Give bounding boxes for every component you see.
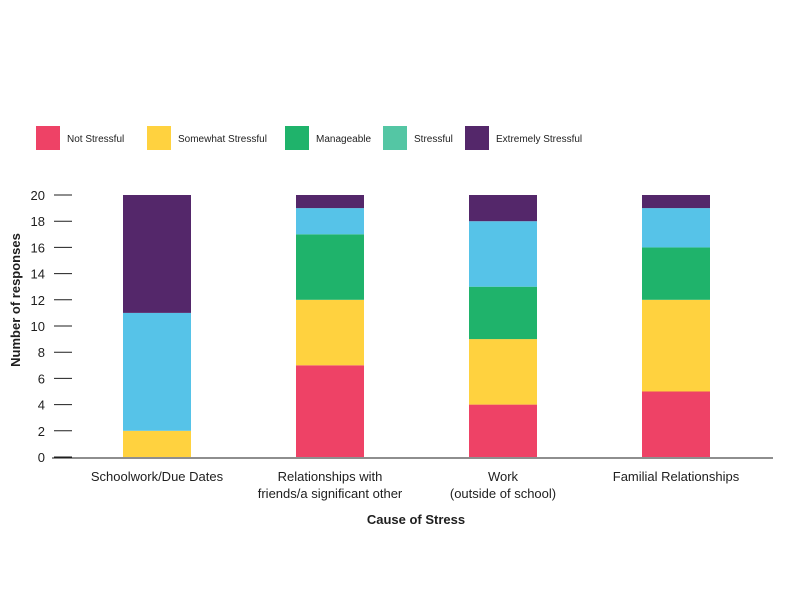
legend-item: Manageable <box>285 126 371 150</box>
bar-segment <box>642 299 710 392</box>
x-axis-title: Cause of Stress <box>367 512 465 527</box>
y-tick-label: 14 <box>31 267 45 282</box>
legend-label: Extremely Stressful <box>496 134 582 145</box>
bar-segment <box>469 339 537 405</box>
y-tick-label: 12 <box>31 293 45 308</box>
legend-label: Stressful <box>414 134 453 145</box>
y-tick-label: 0 <box>38 450 45 465</box>
bar-segment <box>123 195 191 313</box>
legend-swatch <box>147 126 171 150</box>
bar-segment <box>296 299 364 366</box>
y-tick-label: 4 <box>38 398 45 413</box>
legend-item: Extremely Stressful <box>465 126 582 150</box>
legend-swatch <box>465 126 489 150</box>
bar-segment <box>296 234 364 300</box>
x-category-label: Schoolwork/Due Dates <box>91 469 224 484</box>
legend-label: Not Stressful <box>67 134 124 145</box>
y-tick-label: 18 <box>31 214 45 229</box>
x-category-label: Work (outside of school) <box>450 469 556 501</box>
y-tick-label: 16 <box>31 240 45 255</box>
bar-segment <box>469 221 537 287</box>
legend-label: Manageable <box>316 134 371 145</box>
bar-segment <box>469 286 537 340</box>
bar-segment <box>123 312 191 431</box>
bar-segment <box>296 365 364 457</box>
bars <box>123 195 710 457</box>
bar-segment <box>296 208 364 235</box>
bar-segment <box>642 391 710 457</box>
y-axis: 0 2 4 6 8 10 12 14 16 18 20 <box>31 188 72 465</box>
y-axis-title: Number of responses <box>8 233 23 367</box>
y-tick-label: 8 <box>38 345 45 360</box>
legend-item: Stressful <box>383 126 453 150</box>
y-tick-label: 2 <box>38 424 45 439</box>
legend-swatch <box>383 126 407 150</box>
x-category-label: Familial Relationships <box>613 469 740 484</box>
bar-segment <box>642 208 710 248</box>
bar-segment <box>296 195 364 209</box>
y-tick-label: 6 <box>38 371 45 386</box>
legend: Not Stressful Somewhat Stressful Manageabl… <box>36 126 582 150</box>
legend-swatch <box>36 126 60 150</box>
x-axis-labels: Schoolwork/Due Dates Relationships with fr… <box>91 469 740 501</box>
bar-segment <box>469 195 537 222</box>
bar-segment <box>123 430 191 457</box>
y-tick-label: 20 <box>31 188 45 203</box>
legend-item: Not Stressful <box>36 126 124 150</box>
legend-item: Somewhat Stressful <box>147 126 267 150</box>
legend-label: Somewhat Stressful <box>178 134 267 145</box>
x-category-label: Relationships with friends/a significant … <box>258 469 403 501</box>
bar-segment <box>642 195 710 209</box>
bar-segment <box>642 247 710 300</box>
bar-segment <box>469 404 537 457</box>
legend-swatch <box>285 126 309 150</box>
y-tick-label: 10 <box>31 319 45 334</box>
